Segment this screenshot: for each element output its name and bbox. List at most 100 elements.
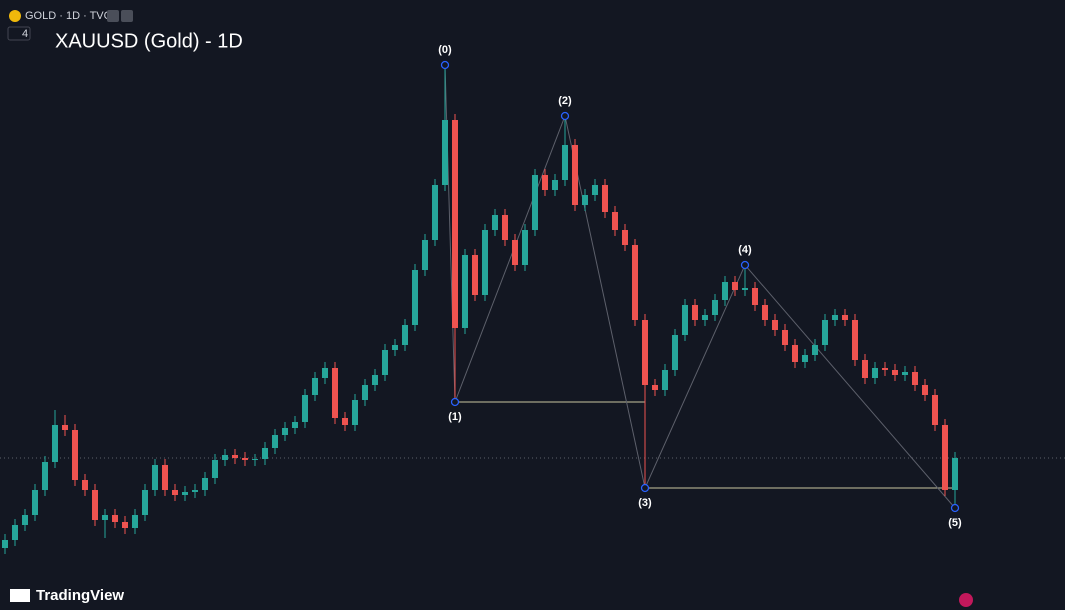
candle-body	[252, 459, 258, 460]
candle-body	[402, 325, 408, 345]
candle-body	[642, 320, 648, 385]
candle-body	[292, 422, 298, 428]
candle-body	[32, 490, 38, 515]
candle-body	[732, 282, 738, 290]
candle-body	[752, 288, 758, 305]
candle-body	[942, 425, 948, 490]
candle-body	[892, 370, 898, 375]
candle-body	[722, 282, 728, 300]
pattern-label: (5)	[948, 517, 962, 529]
candle-body	[512, 240, 518, 265]
candle-body	[532, 175, 538, 230]
candle-body	[822, 320, 828, 345]
pattern-point	[450, 397, 460, 407]
candle-body	[232, 455, 238, 458]
candle-body	[742, 288, 748, 290]
symbol-icon	[9, 10, 21, 22]
candle-body	[852, 320, 858, 360]
candle-body	[502, 215, 508, 240]
candle-body	[82, 480, 88, 490]
candle-body	[832, 315, 838, 320]
candle-body	[782, 330, 788, 345]
candle-body	[612, 212, 618, 230]
pattern-point	[560, 111, 570, 121]
pattern-point	[740, 260, 750, 270]
candle-body	[682, 305, 688, 335]
candle-body	[652, 385, 658, 390]
candle-body	[712, 300, 718, 315]
candle-body	[802, 355, 808, 362]
pattern-label: (3)	[638, 497, 652, 509]
candle-body	[922, 385, 928, 395]
candle-body	[562, 145, 568, 180]
candle-body	[222, 455, 228, 460]
candle-body	[242, 458, 248, 460]
candle-body	[162, 465, 168, 490]
candle-body	[362, 385, 368, 400]
candle-body	[452, 120, 458, 328]
candle-body	[622, 230, 628, 245]
candle-body	[932, 395, 938, 425]
candle-body	[702, 315, 708, 320]
candle-body	[12, 525, 18, 540]
candle-body	[862, 360, 868, 378]
candle-body	[772, 320, 778, 330]
candle-body	[192, 490, 198, 492]
candle-body	[882, 368, 888, 370]
candle-body	[102, 515, 108, 520]
indicator-count[interactable]: 4	[22, 28, 28, 40]
candle-body	[662, 370, 668, 390]
candle-body	[302, 395, 308, 422]
candle-body	[792, 345, 798, 362]
status-icon	[107, 10, 119, 22]
candle-body	[322, 368, 328, 378]
candle-body	[262, 448, 268, 459]
plot: (0) (1) (2) (3) (4) (5)	[0, 44, 1065, 554]
candle-body	[332, 368, 338, 418]
candle-body	[462, 255, 468, 328]
candle-body	[632, 245, 638, 320]
candle-body	[602, 185, 608, 212]
candle-body	[912, 372, 918, 385]
symbol-header: GOLD · 1D · TVC	[25, 10, 112, 22]
pattern-label: (1)	[448, 411, 462, 423]
candle-body	[522, 230, 528, 265]
candle-body	[22, 515, 28, 525]
candle-body	[902, 372, 908, 375]
candle-body	[572, 145, 578, 205]
candle-body	[52, 425, 58, 462]
candle-body	[62, 425, 68, 430]
candle-body	[382, 350, 388, 375]
candle-body	[202, 478, 208, 490]
candle-body	[592, 185, 598, 195]
candle-body	[422, 240, 428, 270]
candle-body	[72, 430, 78, 480]
candle-body	[352, 400, 358, 425]
chart-title: XAUUSD (Gold) - 1D	[55, 30, 243, 52]
pattern-point	[440, 60, 450, 70]
candle-body	[692, 305, 698, 320]
candle-body	[812, 345, 818, 355]
candle-body	[392, 345, 398, 350]
candle-body	[952, 458, 958, 490]
candle-body	[312, 378, 318, 395]
pattern-line	[444, 64, 956, 509]
candle-body	[472, 255, 478, 295]
candle-body	[142, 490, 148, 515]
candle-body	[582, 195, 588, 205]
pattern-label: (4)	[738, 244, 752, 256]
candle-body	[482, 230, 488, 295]
candle-body	[412, 270, 418, 325]
flag-icon	[959, 593, 973, 607]
candle-body	[842, 315, 848, 320]
indicator-toggle[interactable]	[7, 26, 31, 41]
candle-body	[132, 515, 138, 528]
candle-body	[672, 335, 678, 370]
brand: TradingView	[36, 587, 124, 604]
candle-body	[492, 215, 498, 230]
candle-body	[272, 435, 278, 448]
candle-body	[172, 490, 178, 495]
pattern-point	[950, 503, 960, 513]
